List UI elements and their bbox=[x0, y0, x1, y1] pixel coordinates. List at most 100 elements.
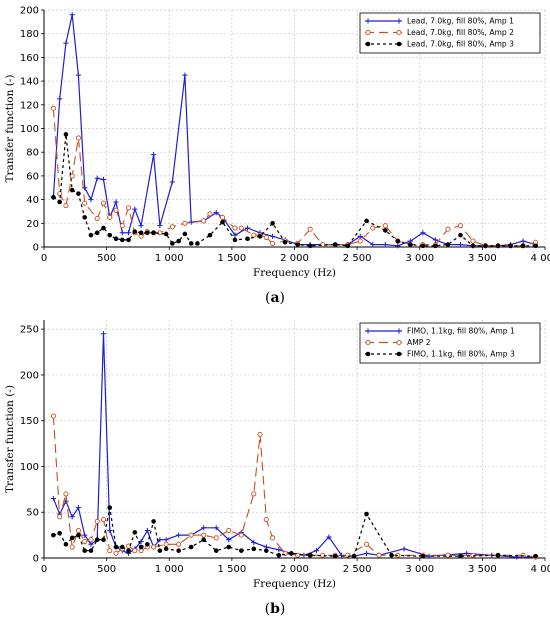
data-point bbox=[169, 179, 175, 185]
y-tick-label: 140 bbox=[20, 77, 39, 88]
data-point bbox=[69, 514, 75, 520]
data-point bbox=[163, 231, 169, 237]
data-point bbox=[94, 518, 100, 524]
data-point bbox=[420, 243, 426, 249]
data-point bbox=[75, 527, 81, 534]
panel-label-b: (b) bbox=[265, 601, 286, 617]
data-point bbox=[100, 176, 107, 183]
data-point bbox=[232, 237, 238, 243]
data-point bbox=[50, 105, 56, 111]
legend-box bbox=[359, 322, 541, 364]
legend-marker bbox=[365, 339, 371, 346]
data-point bbox=[94, 537, 100, 542]
data-point bbox=[157, 548, 163, 553]
legend: FIMO, 1.1kg, fill 80%, Amp 1 AMP 2 FIMO, 1… bbox=[359, 322, 541, 364]
data-point bbox=[276, 552, 282, 558]
legend-marker bbox=[396, 351, 402, 357]
data-point bbox=[264, 548, 269, 553]
data-point bbox=[307, 243, 313, 249]
data-point bbox=[170, 241, 175, 246]
data-point bbox=[395, 243, 401, 249]
data-point bbox=[82, 548, 88, 553]
data-point bbox=[470, 238, 476, 244]
y-tick-label: 0 bbox=[33, 243, 39, 254]
data-point bbox=[182, 220, 188, 226]
data-point bbox=[82, 532, 88, 538]
data-point bbox=[257, 234, 263, 239]
data-point bbox=[445, 552, 451, 558]
data-point bbox=[138, 544, 144, 550]
data-point bbox=[408, 242, 413, 247]
data-point bbox=[232, 232, 238, 238]
data-point bbox=[57, 199, 62, 205]
data-point bbox=[63, 491, 69, 497]
y-tick-label: 100 bbox=[20, 462, 39, 473]
legend-marker bbox=[365, 351, 371, 357]
data-point bbox=[207, 232, 213, 238]
y-tick-label: 200 bbox=[20, 370, 39, 381]
data-point bbox=[457, 242, 464, 248]
data-point bbox=[533, 243, 538, 249]
legend-marker bbox=[396, 18, 402, 24]
data-point bbox=[313, 548, 320, 554]
data-point bbox=[213, 210, 219, 216]
data-point bbox=[383, 228, 388, 233]
data-point bbox=[520, 552, 526, 558]
data-point bbox=[295, 242, 300, 247]
data-point bbox=[119, 223, 125, 229]
data-point bbox=[470, 243, 476, 249]
data-point bbox=[251, 491, 257, 497]
data-point bbox=[113, 544, 119, 550]
x-tick-label: 1 500 bbox=[218, 253, 247, 264]
data-point bbox=[69, 544, 75, 550]
data-point bbox=[320, 242, 326, 248]
legend: Lead, 7.0kg, fill 80%, Amp 1 Lead, 7.0kg,… bbox=[359, 12, 541, 54]
data-point bbox=[107, 214, 113, 220]
data-point bbox=[201, 537, 206, 542]
data-point bbox=[201, 218, 207, 224]
x-tick-label: 1 000 bbox=[155, 564, 184, 575]
legend-entry: AMP 2 bbox=[407, 338, 431, 347]
data-point bbox=[226, 537, 232, 543]
data-point bbox=[244, 225, 251, 231]
data-point bbox=[51, 194, 56, 200]
x-tick-label: 0 bbox=[41, 564, 47, 575]
data-point bbox=[188, 532, 194, 538]
data-point bbox=[363, 541, 370, 547]
data-point bbox=[307, 226, 313, 232]
data-point bbox=[163, 537, 169, 543]
y-tick-label: 0 bbox=[33, 554, 39, 565]
data-point bbox=[50, 495, 56, 502]
data-point bbox=[363, 550, 370, 557]
data-point bbox=[125, 205, 132, 211]
data-point bbox=[126, 548, 131, 553]
data-point bbox=[101, 225, 106, 231]
data-point bbox=[94, 216, 100, 222]
data-point bbox=[458, 553, 463, 559]
legend-marker bbox=[365, 41, 371, 47]
data-point bbox=[107, 505, 113, 510]
data-point bbox=[307, 552, 313, 558]
data-point bbox=[94, 175, 100, 181]
data-point bbox=[113, 236, 119, 242]
y-axis-label: Transfer function (-) bbox=[4, 385, 16, 493]
x-tick-label: 500 bbox=[97, 253, 116, 264]
data-point bbox=[332, 242, 338, 247]
data-point bbox=[88, 548, 94, 553]
data-point bbox=[483, 243, 488, 249]
data-point bbox=[119, 237, 125, 243]
data-point bbox=[364, 511, 369, 517]
legend-box bbox=[359, 12, 541, 54]
x-tick-label: 0 bbox=[41, 253, 47, 264]
data-point bbox=[57, 530, 62, 536]
data-point bbox=[201, 525, 207, 531]
data-point bbox=[207, 211, 213, 217]
data-point bbox=[445, 226, 451, 232]
data-point bbox=[332, 553, 338, 559]
data-point bbox=[75, 505, 82, 511]
x-tick-label: 3 000 bbox=[405, 253, 434, 264]
data-point bbox=[100, 331, 107, 337]
y-tick-label: 180 bbox=[20, 29, 39, 40]
data-point bbox=[145, 541, 150, 547]
x-tick-label: 1 000 bbox=[155, 253, 184, 264]
